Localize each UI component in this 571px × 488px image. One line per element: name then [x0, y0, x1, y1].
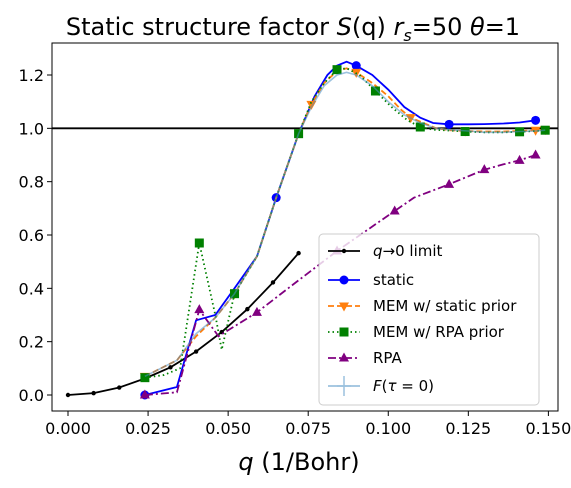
legend-handle-5: [328, 376, 360, 396]
legend-handle-1: [328, 275, 360, 285]
data-point-0-0: [65, 392, 71, 398]
x-tick-label: 0.125: [445, 419, 491, 438]
y-tick-label: 0.4: [19, 279, 44, 298]
data-point-4-12: [479, 164, 490, 174]
data-point-4-0: [139, 389, 150, 399]
legend-label-mem-static: MEM w/ static prior: [373, 297, 517, 315]
data-point-1-12: [351, 61, 361, 71]
plot-area-frame: [51, 42, 559, 412]
legend-label-rpa: RPA: [373, 349, 403, 367]
legend-label-static: static: [373, 271, 414, 289]
data-point-4-4: [251, 306, 262, 316]
data-point-0-4: [168, 365, 173, 370]
legend-label-q-limit: q→0 limit: [373, 242, 443, 260]
data-point-1-18: [444, 119, 454, 129]
legend-handle-marker-1: [339, 275, 349, 285]
y-tick-label: 0.8: [19, 173, 44, 192]
y-tick-label: 0.0: [19, 386, 44, 405]
data-point-3-3: [194, 238, 204, 248]
y-tick-label: 0.2: [19, 333, 44, 352]
legend-box: [318, 233, 540, 406]
y-tick-label: 0.6: [19, 226, 44, 245]
data-point-0-9: [296, 250, 301, 256]
legend-handle-0: [328, 248, 360, 254]
legend-handle-3: [328, 327, 360, 337]
x-tick-label: 0.025: [125, 419, 171, 438]
x-axis-label: q (1/Bohr): [238, 448, 359, 476]
data-point-3-18: [415, 122, 425, 132]
data-point-1-23: [531, 115, 541, 125]
legend-handle-4: [328, 352, 360, 362]
x-tick-label: 0.000: [45, 419, 91, 438]
data-point-0-1: [91, 390, 96, 396]
legend-label-mem-rpa: MEM w/ RPA prior: [373, 323, 505, 341]
data-point-4-8: [389, 205, 400, 215]
legend-handle-2: [328, 302, 360, 312]
data-point-0-7: [245, 306, 250, 312]
series-0: [65, 250, 301, 398]
legend-handle-marker-5: [337, 376, 351, 396]
data-point-4-10: [444, 178, 455, 188]
x-tick-label: 0.050: [205, 419, 251, 438]
legend-handle-marker-2: [339, 302, 349, 312]
y-tick-label: 1.0: [19, 119, 44, 138]
legend-handle-marker-4: [339, 352, 349, 362]
legend-handle-marker-3: [339, 327, 349, 337]
series-5: [144, 71, 546, 378]
y-axis-ticks: 0.0 0.2 0.4 0.6 0.8 1.0 1.2: [19, 66, 52, 405]
x-tick-label: 0.150: [525, 419, 571, 438]
series-layer: [65, 60, 551, 400]
y-tick-label: 1.2: [19, 66, 44, 85]
legend-handle-marker-0: [341, 248, 347, 254]
data-point-4-14: [514, 154, 525, 164]
data-point-3-12: [332, 65, 342, 75]
legend-label-f-tau: F(τ = 0): [373, 377, 434, 395]
series-line-5: [144, 71, 546, 378]
data-point-4-15: [530, 149, 541, 159]
chart-title: Static structure factor S(q) rs=50 θ=1: [66, 13, 520, 45]
data-point-3-0: [140, 373, 150, 383]
series-line-0: [67, 252, 300, 396]
data-point-4-2: [194, 304, 205, 314]
data-point-3-15: [370, 86, 380, 96]
data-point-0-2: [117, 385, 122, 390]
data-point-0-5: [193, 349, 199, 354]
data-point-0-8: [270, 280, 276, 285]
legend: q→0 limit static MEM w/ static prior MEM…: [318, 233, 540, 406]
x-tick-label: 0.100: [365, 419, 411, 438]
x-tick-label: 0.075: [285, 419, 331, 438]
x-axis-ticks: 0.000 0.025 0.050 0.075 0.100 0.125 0.150: [45, 411, 571, 438]
